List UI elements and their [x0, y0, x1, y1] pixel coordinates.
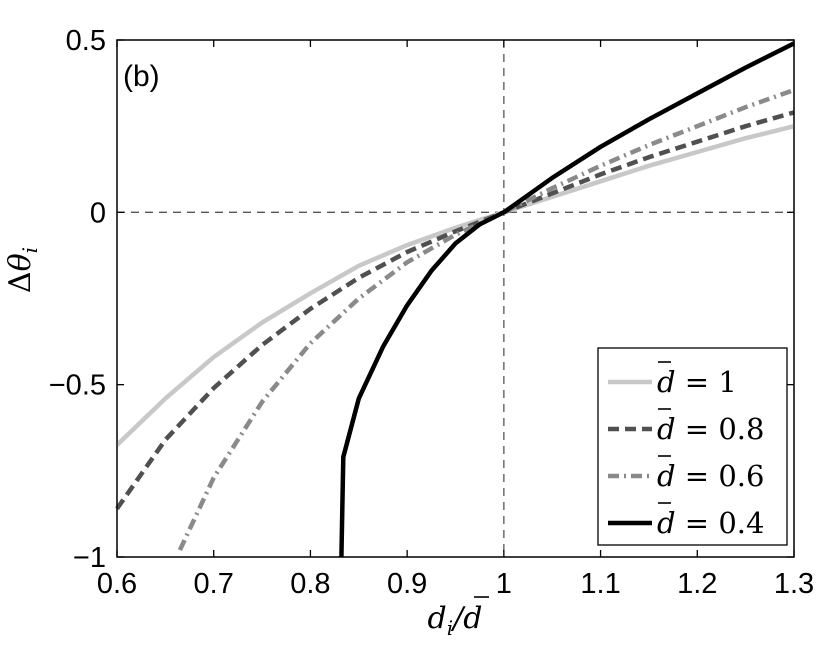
legend-items: d = 1 d = 0.8 d = 0.6 d = 0.4 [608, 361, 764, 540]
x-axis-label: di/d [428, 596, 489, 640]
ticks-layer: 0.6 0.7 0.8 0.9 1 1.1 1.2 1.3 −1 −0.5 0 0.5 [49, 25, 814, 600]
series-line-1 [115, 124, 795, 447]
y-tick-label: 0.5 [66, 25, 106, 57]
plot-area: 0.6 0.7 0.8 0.9 1 1.1 1.2 1.3 −1 −0.5 0 0.5 [49, 25, 814, 600]
y-tick-label: −0.5 [49, 370, 106, 402]
x-tick-label: 1.2 [677, 568, 717, 600]
panel-label: (b) [123, 60, 160, 93]
x-tick-label: 0.7 [194, 568, 234, 600]
series-layer [115, 41, 796, 558]
series-line-4 [339, 41, 796, 558]
y-axis-label: Δθi [3, 247, 42, 293]
svg-text:di/d: di/d [428, 601, 483, 640]
y-tick-label: 0 [90, 197, 106, 229]
x-tick-label: 1.1 [580, 568, 620, 600]
x-tick-label: 0.9 [387, 568, 427, 600]
x-tick-label: 1 [496, 568, 512, 600]
reference-lines [117, 40, 794, 557]
x-tick-label: 0.6 [97, 568, 137, 600]
legend-label-2: d = 0.8 [657, 412, 764, 446]
series-line-2 [115, 110, 795, 510]
legend-label-4: d = 0.4 [657, 506, 764, 540]
x-tick-label: 1.3 [774, 568, 814, 600]
svg-text:Δθi: Δθi [3, 247, 42, 293]
legend-label-1: d = 1 [657, 365, 737, 399]
x-tick-label: 0.8 [290, 568, 330, 600]
legend-label-3: d = 0.6 [657, 459, 764, 493]
y-tick-label: −1 [73, 542, 106, 574]
legend: d = 1 d = 0.8 d = 0.6 d = 0.4 [597, 347, 788, 546]
plot-border [116, 39, 795, 558]
